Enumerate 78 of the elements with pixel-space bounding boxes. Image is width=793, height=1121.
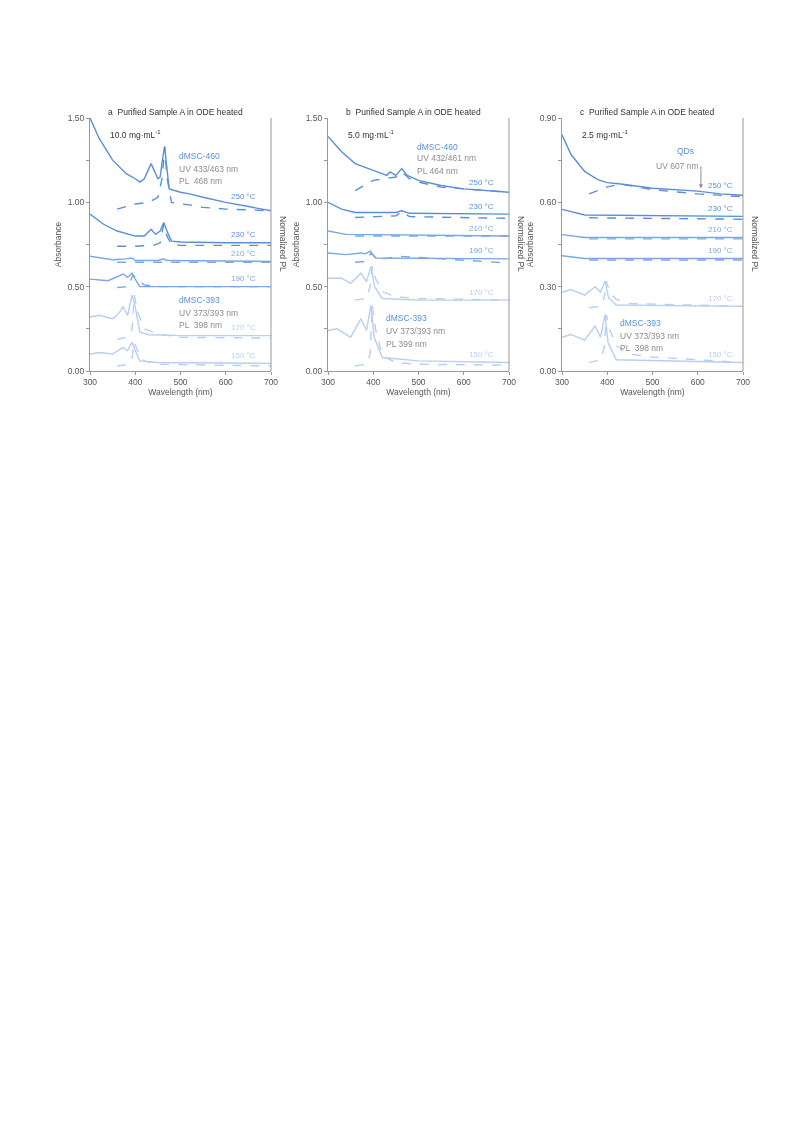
annotation: dMSC-460	[179, 151, 220, 161]
annotation: 250 °C	[231, 192, 256, 201]
x-tick-label: 300	[82, 377, 98, 388]
annotation: 170 °C	[469, 288, 494, 297]
x-tick-label: 300	[554, 377, 570, 388]
annotation: QDs	[677, 146, 694, 156]
x-tick-label: 700	[263, 377, 279, 388]
text: 5.0 mg·mL$^{-1}$	[348, 129, 395, 140]
annotation: dMSC-460	[417, 142, 458, 152]
annotation: dMSC-393	[386, 313, 427, 323]
annotation: 210 °C	[708, 225, 733, 234]
annotation: PL 398 nm	[179, 320, 223, 330]
annotation: PL 464 nm	[417, 166, 458, 176]
y2-axis-title: Normalized PL	[515, 216, 526, 273]
x-tick-label: 500	[411, 377, 426, 388]
x-axis-title: Wavelength (nm)	[148, 387, 213, 398]
x-tick-label: 700	[501, 377, 517, 388]
line-series	[328, 201, 509, 215]
annotation: 190 °C	[231, 274, 256, 283]
annotation: 230 °C	[708, 204, 733, 213]
annotation: 230 °C	[231, 230, 256, 239]
y-axis-title: Absorbance	[53, 221, 64, 268]
x-tick-label: 600	[218, 377, 234, 388]
y-tick-label: 0.50	[305, 281, 323, 292]
x-tick-label: 500	[173, 377, 188, 388]
y-axis-title: Absorbance	[525, 221, 536, 268]
y-tick-label: 1.00	[67, 197, 85, 208]
annotation: 170 °C	[231, 323, 256, 332]
annotation: 250 °C	[469, 178, 494, 187]
y-tick-label: 1.50	[67, 112, 85, 123]
annotation: 150 °C	[469, 350, 494, 359]
y-tick-label: 0.00	[305, 365, 323, 376]
chart-title: b Purified Sample A in ODE heated	[346, 107, 482, 118]
x-tick-label: 300	[320, 377, 336, 388]
annotation: 190 °C	[469, 246, 494, 255]
x-tick-label: 700	[735, 377, 751, 388]
x-axis-title: Wavelength (nm)	[386, 387, 451, 398]
text: 2.5 mg·mL$^{-1}$	[582, 129, 629, 140]
y2-axis-title: Normalized PL	[277, 216, 288, 273]
y-tick-label: 0.50	[67, 281, 85, 292]
annotation: 230 °C	[469, 202, 494, 211]
annotation: 250 °C	[708, 181, 733, 190]
y-tick-label: 0.60	[539, 197, 557, 208]
annotation: UV 433/463 nm	[179, 164, 239, 174]
chart-title: a Purified Sample A in ODE heated	[108, 107, 244, 118]
x-tick-label: 400	[600, 377, 615, 388]
text: 10.0 mg·mL$^{-1}$	[110, 129, 162, 140]
annotation: UV 373/393 nm	[179, 308, 239, 318]
annotation: UV 373/393 nm	[386, 326, 446, 336]
y2-axis-title: Normalized PL	[749, 216, 760, 273]
annotation: 150 °C	[231, 351, 256, 360]
annotation: dMSC-393	[179, 295, 220, 305]
annotation: dMSC-393	[620, 318, 661, 328]
y-tick-label: 1.50	[305, 112, 323, 123]
x-tick-label: 500	[645, 377, 660, 388]
annotation: PL 468 nm	[179, 176, 223, 186]
y-tick-label: 0.00	[67, 365, 85, 376]
annotation: PL 398 nm	[620, 343, 664, 353]
x-tick-label: 600	[456, 377, 472, 388]
annotation: 170 °C	[708, 294, 733, 303]
annotation: 190 °C	[708, 246, 733, 255]
annotation: PL 399 nm	[386, 339, 427, 349]
annotation: UV 373/393 nm	[620, 331, 680, 341]
x-tick-label: 600	[690, 377, 706, 388]
x-tick-label: 400	[128, 377, 143, 388]
y-axis-title: Absorbance	[291, 221, 302, 268]
y-tick-label: 0.00	[539, 365, 557, 376]
y-tick-label: 0.30	[539, 281, 557, 292]
chart-title: c Purified Sample A in ODE heated	[580, 107, 715, 118]
annotation: UV 432/461 nm	[417, 153, 477, 163]
x-tick-label: 400	[366, 377, 381, 388]
y-tick-label: 0.90	[539, 112, 557, 123]
annotation: 150 °C	[708, 350, 733, 359]
annotation: 210 °C	[231, 249, 256, 258]
y-tick-label: 1.00	[305, 197, 323, 208]
annotation: 210 °C	[469, 224, 494, 233]
x-axis-title: Wavelength (nm)	[620, 387, 685, 398]
annotation: UV 607 nm	[656, 161, 699, 171]
